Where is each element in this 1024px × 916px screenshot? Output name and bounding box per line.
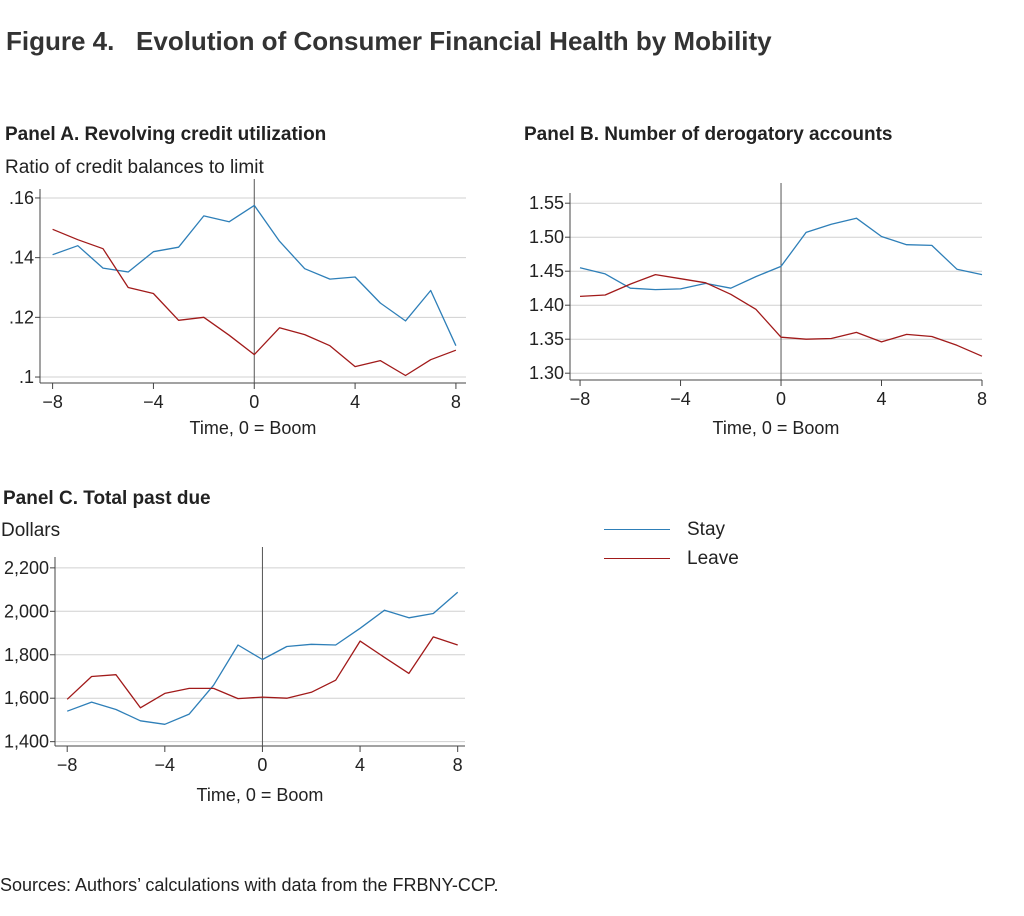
x-tick-label: −8 (57, 755, 78, 775)
y-tick-label: 1,400 (4, 732, 49, 752)
y-tick-label: 1.35 (529, 329, 564, 349)
x-tick-label: 4 (355, 755, 365, 775)
panel-c-title: Panel C. Total past due (3, 488, 211, 509)
panel-a-title: Panel A. Revolving credit utilization (5, 124, 327, 145)
x-tick-label: −8 (42, 392, 63, 412)
legend-label-leave: Leave (687, 547, 739, 569)
x-tick-label: 4 (350, 392, 360, 412)
y-tick-label: 1,800 (4, 645, 49, 665)
legend-swatch-leave (604, 558, 670, 559)
x-tick-label: −4 (143, 392, 164, 412)
series-line-leave (66, 636, 458, 709)
x-tick-label: 0 (249, 392, 259, 412)
figure-title: Figure 4. Evolution of Consumer Financia… (6, 26, 772, 56)
y-tick-label: 2,200 (4, 558, 49, 578)
panel-c-chart: 1,400 1,600 1,800 2,000 2,200 −8 −4 0 4 8 Time, 0 … (4, 547, 465, 805)
x-tick-label: 8 (451, 392, 461, 412)
x-tick-label: 8 (977, 389, 987, 409)
x-axis-title: Time, 0 = Boom (713, 418, 840, 438)
panel-a-chart: .1 .12 .14 .16 −8 −4 0 4 8 Time, 0 = Boom (9, 179, 466, 438)
y-tick-label: 1.50 (529, 227, 564, 247)
series-line-stay (52, 204, 457, 346)
y-tick-label: .1 (19, 367, 34, 387)
x-axis-title: Time, 0 = Boom (197, 785, 324, 805)
panel-c-unit-label: Dollars (1, 520, 61, 541)
legend-item-stay: Stay (604, 515, 739, 544)
y-tick-label: 1.45 (529, 261, 564, 281)
y-tick-label: 1.55 (529, 193, 564, 213)
x-tick-label: 0 (257, 755, 267, 775)
y-tick-label: 1.40 (529, 295, 564, 315)
legend: Stay Leave (604, 515, 739, 573)
series-line-stay (66, 591, 459, 725)
y-tick-label: 1,600 (4, 688, 49, 708)
panel-b-title: Panel B. Number of derogatory accounts (524, 124, 893, 145)
y-tick-label: .16 (9, 188, 34, 208)
y-tick-label: .14 (9, 248, 34, 268)
x-tick-label: −4 (155, 755, 176, 775)
x-tick-label: −8 (570, 389, 591, 409)
y-tick-label: 1.30 (529, 363, 564, 383)
x-tick-label: −4 (670, 389, 691, 409)
x-axis-title: Time, 0 = Boom (190, 418, 317, 438)
y-tick-label: .12 (9, 307, 34, 327)
source-note: Sources: Authors’ calculations with data… (0, 875, 499, 895)
x-tick-label: 0 (776, 389, 786, 409)
y-tick-label: 2,000 (4, 601, 49, 621)
legend-item-leave: Leave (604, 544, 739, 573)
panel-b-chart: 1.30 1.35 1.40 1.45 1.50 1.55 −8 −4 0 4 8 Time, 0 =… (529, 183, 987, 438)
x-tick-label: 4 (877, 389, 887, 409)
legend-swatch-stay (604, 529, 670, 530)
x-tick-label: 8 (453, 755, 463, 775)
panel-a-unit-label: Ratio of credit balances to limit (5, 157, 264, 178)
series-line-stay (579, 217, 983, 291)
legend-label-stay: Stay (687, 518, 726, 540)
series-line-leave (52, 228, 457, 377)
series-line-leave (579, 273, 983, 357)
